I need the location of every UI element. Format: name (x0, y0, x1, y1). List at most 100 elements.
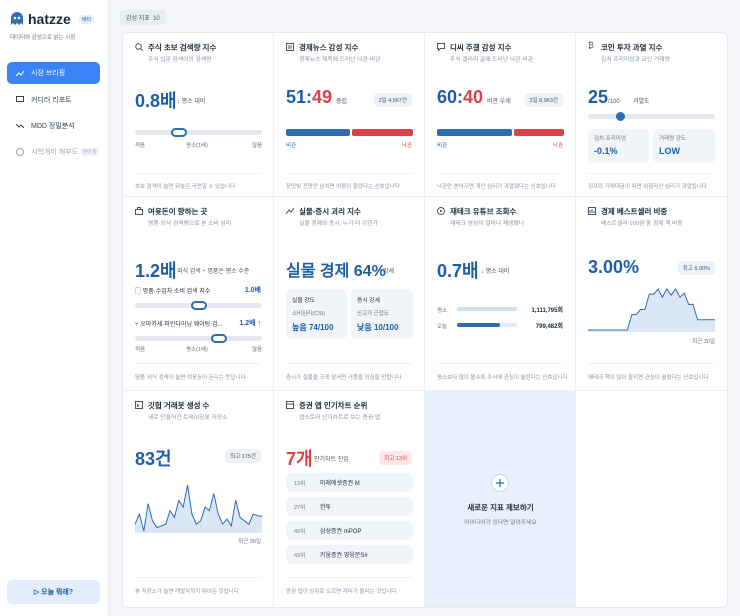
card-footer: 장밋빛 전망만 넘치면 여론이 들떴다는 신호입니다 (286, 184, 400, 190)
card-icon (286, 43, 294, 51)
gauge-knob (615, 112, 625, 121)
row-bar (457, 323, 501, 327)
nav-item[interactable]: 커디러 리포트 (7, 89, 100, 111)
row-text: 명품·수입차 소비 검색 지수 (142, 289, 211, 295)
row-bar (457, 307, 517, 311)
sidebar: hatzze 베타 데이터와 감성으로 읽는 시장 시장 브리핑 커디러 리포트… (0, 0, 109, 616)
divider (588, 173, 715, 174)
nav-icon (16, 123, 24, 129)
card[interactable]: 경제 베스트셀러 비중 베스트셀러 100권 중 경제 책 비중 3.00% 최… (576, 197, 727, 391)
app-name: 키움증권 영웅문S# (320, 553, 368, 559)
app-row: 43위 키움증권 영웅문S# (286, 545, 413, 564)
card-value: 0.8배 (135, 91, 177, 111)
card-grid: 주식 초보 검색량 지수 주식 입문 검색어의 검색량 0.8배 ↓ 평소 대비… (122, 32, 728, 608)
card-subtitle: 앱스토어 인기차트로 보는 증권 앱 (299, 415, 381, 421)
section-header: 감성 지표 10 (120, 10, 166, 25)
ratio-value: 60:40 (437, 87, 483, 108)
cta-button[interactable]: ▷ 오늘 뭐래? (7, 580, 100, 604)
nav-icon (16, 96, 24, 102)
score: 25/100 (588, 87, 620, 108)
app-row: 13위 미래에셋증권 M (286, 473, 413, 492)
slider-knob (190, 301, 207, 310)
stat-label: 거래량 강도 (659, 136, 686, 142)
slider-knob (210, 334, 227, 343)
scale-label: 많음 (252, 347, 263, 353)
card-subtitle: 실물 경제와 증시, 누가 더 강한가 (299, 221, 378, 227)
app-rank: 27위 (294, 505, 306, 511)
stat-metric: 소비심리(CSI) (292, 311, 326, 317)
card[interactable]: 재테크 유튜브 조회수 재테크 영상이 얼마나 재생됐나 0.7배 ↓ 평소 대… (425, 197, 576, 391)
row-value: 1,111,795회 (531, 308, 563, 314)
card[interactable]: 디씨 주갤 감성 지수 주식 갤러리 글에 드러난 낙관·비관 60:40 비관… (425, 33, 576, 197)
card-footer: 증시가 실물을 크게 앞서면 거품을 의심할 만합니다 (286, 375, 402, 381)
sparkline-line (588, 288, 715, 331)
nav-label: MDD 정밀분석 (31, 123, 75, 130)
card[interactable]: 깃헙 거래봇 생성 수 새로 만들어진 트레이딩봇 저장소 83건 최고 175… (123, 391, 274, 607)
suggest-card[interactable]: 새로운 지표 제보하기 아이디어가 있다면 알려주세요 (425, 391, 576, 607)
stat-box: 거래량 강도 LOW (653, 129, 715, 163)
card-value: 0.7배 (437, 261, 479, 281)
ratio-bar (286, 129, 413, 136)
card-footer: 봇 저장소가 늘면 개발자까지 뛰어든 것입니다 (135, 589, 239, 595)
row-label: ▢ 명품·수입차 소비 검색 지수 (135, 289, 211, 295)
nav-icon (16, 70, 24, 77)
card-icon (286, 207, 294, 215)
stat-level: 낮음 (357, 323, 372, 332)
nav-icon (16, 148, 24, 156)
beta-badge: 베타 (79, 15, 95, 24)
card-icon (135, 401, 143, 409)
ratio-bar (437, 129, 564, 136)
card-title: 디씨 주갤 감성 지수 (450, 43, 512, 52)
card-change: ↓ 평소 대비 (481, 269, 510, 275)
card-footer: 증권 앱이 상위로 오르면 개미가 몰리는 것입니다 (286, 589, 397, 595)
card-subtitle: 김치 프리미엄과 코인 거래량 (601, 57, 670, 63)
stat-value: LOW (659, 146, 680, 156)
card-value: 실물 경제 64% (286, 263, 386, 280)
score-label: 과열도 (633, 99, 650, 105)
stat-value: 낮음 10/100 (357, 322, 398, 333)
ratio-value: 51:49 (286, 87, 332, 108)
row-value: 1.2배 ↑ (239, 320, 261, 327)
scale-label: 많음 (252, 143, 263, 149)
row-bar-bg (457, 323, 517, 327)
gauge-track (588, 112, 715, 121)
card-value: 83건 (135, 449, 172, 469)
tagline: 데이터와 감성으로 읽는 시장 (10, 35, 76, 41)
card[interactable]: 주식 초보 검색량 지수 주식 입문 검색어의 검색량 0.8배 ↓ 평소 대비… (123, 33, 274, 197)
empty-cell (576, 391, 727, 607)
card[interactable]: 경제뉴스 감성 지수 경제뉴스 제목에 드러난 낙관·비관 51:49 중립 3… (274, 33, 425, 197)
card-title: 깃헙 거래봇 생성 수 (148, 401, 210, 410)
section-count: 10 (153, 16, 160, 22)
nav-item[interactable]: MDD 정밀분석 (7, 115, 100, 137)
ratio-segment (351, 129, 413, 136)
ratio-sep: : (306, 87, 313, 107)
suggest-subtitle: 아이디어가 있다면 알려주세요 (464, 520, 537, 526)
card-value: 7개 (286, 449, 313, 469)
card[interactable]: 실물-증시 괴리 지수 실물 경제와 증시, 누가 더 강한가 실물 경제 64… (274, 197, 425, 391)
verdict: 비관 우세 (487, 99, 511, 105)
card-value: 1.2배 (135, 261, 177, 281)
divider (286, 363, 412, 364)
card-icon: ₿ (588, 41, 594, 50)
ratio-right: 40 (463, 87, 484, 107)
nav-label: 시장 브리핑 (31, 70, 66, 77)
bar-label: 낙관 (401, 143, 412, 149)
ratio-segment (514, 129, 564, 136)
card[interactable]: 여윳돈이 향하는 곳 명품·외식 검색량으로 본 소비 심리 1.2배 외식 검… (123, 197, 274, 391)
nav-item[interactable]: 시장 브리핑 (7, 62, 100, 84)
divider (135, 363, 261, 364)
ratio-left: 60 (437, 87, 458, 107)
verdict: 강세 (383, 269, 395, 275)
card-subtitle: 명품·외식 검색량으로 본 소비 심리 (148, 221, 232, 227)
ratio-left: 51 (286, 87, 307, 107)
app-row: 40위 삼성증권 mPOP (286, 521, 413, 540)
card[interactable]: ₿ 코인 투자 과열 지수 김치 프리미엄과 코인 거래량 25/100 과열도… (576, 33, 727, 197)
ratio-sep: : (457, 87, 464, 107)
peak-badge: 최고 6.00% (677, 261, 715, 275)
sparkline-line (135, 484, 262, 532)
app-row: 27위 한투 (286, 497, 413, 516)
app-rank: 13위 (294, 481, 306, 487)
card[interactable]: 증권 앱 인기차트 순위 앱스토어 인기차트로 보는 증권 앱 7개 인기차트 … (274, 391, 425, 607)
